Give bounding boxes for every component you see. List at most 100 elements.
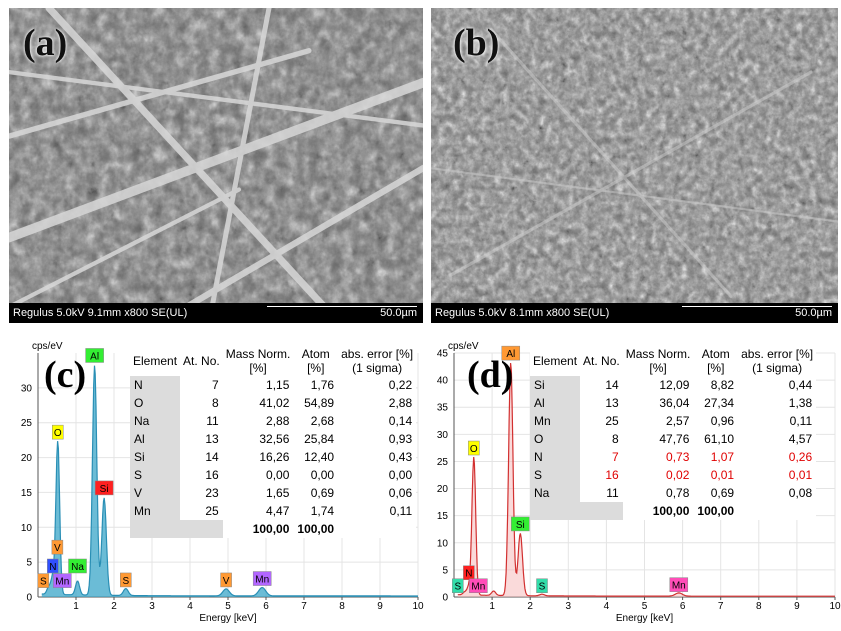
x-tick-label: 7 (301, 601, 307, 612)
sem-info-bar-b: Regulus 5.0kV 8.1mm x800 SE(UL) 50.0µm (431, 303, 838, 323)
peak-label: O (52, 424, 64, 440)
col-at-no: At. No. (180, 346, 223, 376)
table-row: N 7 1,15 1,76 0,22 (130, 376, 416, 394)
y-tick-label: 0 (442, 593, 448, 604)
col-at-no: At. No. (580, 346, 623, 376)
peak-label: V (220, 572, 232, 588)
svg-text:Mn: Mn (672, 581, 686, 592)
svg-text:S: S (122, 576, 129, 587)
col-element: Element (130, 346, 181, 376)
y-tick-label: 35 (437, 403, 449, 414)
sem-image-b: (b) Regulus 5.0kV 8.1mm x800 SE(UL) 50.0… (431, 8, 838, 323)
table-row: S 16 0,00 0,00 0,00 (130, 466, 416, 484)
y-tick-label: 10 (437, 538, 449, 549)
svg-text:S: S (539, 582, 546, 593)
svg-text:Si: Si (516, 520, 525, 531)
col-error: abs. error [%] (1 sigma) (738, 346, 817, 376)
table-row: Mn 25 4,47 1,74 0,11 (130, 502, 416, 520)
y-tick-label: 0 (26, 593, 32, 604)
peak-label: O (468, 440, 480, 456)
y-axis-label: cps/eV (448, 341, 479, 352)
svg-text:Mn: Mn (471, 582, 485, 593)
x-tick-label: 4 (187, 601, 193, 612)
svg-text:Mn: Mn (255, 575, 269, 586)
peak-label: Al (501, 345, 521, 361)
sem-info-bar-a: Regulus 5.0kV 9.1mm x800 SE(UL) 50.0µm (9, 303, 423, 323)
y-axis-label: cps/eV (32, 341, 63, 352)
y-tick-label: 20 (21, 453, 33, 464)
sem-info-a: Regulus 5.0kV 9.1mm x800 SE(UL) (13, 307, 188, 319)
peak-label: Mn (669, 577, 689, 592)
table-header-row: Element At. No. Mass Norm. [%] Atom [%] ab… (130, 346, 417, 376)
table-total-row: 100,00 100,00 (530, 502, 816, 520)
table-row: Si 14 16,26 12,40 0,43 (130, 448, 416, 466)
svg-text:O: O (470, 444, 478, 455)
svg-text:Mn: Mn (55, 577, 69, 588)
table-row: Al 13 36,04 27,34 1,38 (530, 394, 816, 412)
x-tick-label: 10 (412, 601, 424, 612)
table-total-row: 100,00 100,00 (130, 520, 416, 538)
col-mass: Mass Norm. [%] (222, 346, 294, 376)
table-row: V 23 1,65 0,69 0,06 (130, 484, 416, 502)
spectrum-line (457, 362, 835, 597)
x-tick-label: 4 (604, 601, 610, 612)
scale-bar-b (682, 306, 832, 311)
table-row: S 16 0,02 0,01 0,01 (530, 466, 816, 484)
x-tick-label: 9 (377, 601, 383, 612)
svg-text:O: O (54, 428, 62, 439)
y-tick-label: 30 (21, 383, 33, 394)
x-tick-label: 5 (225, 601, 231, 612)
col-mass: Mass Norm. [%] (622, 346, 694, 376)
table-row: Si 14 12,09 8,82 0,44 (530, 376, 816, 394)
peak-label: S (536, 578, 548, 593)
svg-text:Al: Al (506, 349, 515, 360)
x-tick-label: 8 (756, 601, 762, 612)
scale-label-a: 50.0µm (380, 307, 417, 319)
col-error: abs. error [%] (1 sigma) (338, 346, 417, 376)
x-tick-label: 8 (339, 601, 345, 612)
x-tick-label: 10 (829, 601, 841, 612)
y-tick-label: 30 (437, 430, 449, 441)
y-tick-label: 45 (437, 349, 449, 360)
col-atom: Atom [%] (693, 346, 739, 376)
x-tick-label: 6 (680, 601, 686, 612)
table-row: O 8 41,02 54,89 2,88 (130, 394, 416, 412)
svg-text:V: V (54, 543, 61, 554)
spectrum-line (41, 365, 418, 597)
x-tick-label: 2 (111, 601, 117, 612)
peak-label: Mn (252, 571, 272, 586)
y-tick-label: 25 (437, 457, 449, 468)
sem-micrograph-a (9, 8, 423, 323)
x-tick-label: 1 (489, 601, 495, 612)
x-tick-label: 5 (642, 601, 648, 612)
peak-label: S (120, 572, 132, 588)
col-atom: Atom [%] (293, 346, 339, 376)
panel-label-a: (a) (23, 22, 68, 64)
y-tick-label: 25 (21, 418, 33, 429)
x-axis-label: Energy [keV] (199, 613, 256, 624)
peak-label: V (51, 539, 64, 555)
y-tick-label: 5 (442, 565, 448, 576)
scale-label-b: 50.0µm (795, 307, 832, 319)
x-tick-label: 1 (73, 601, 79, 612)
peak-label: N (47, 558, 59, 574)
svg-text:Si: Si (100, 484, 109, 495)
table-row: Na 11 0,78 0,69 0,08 (530, 484, 816, 502)
x-tick-label: 3 (566, 601, 572, 612)
x-tick-label: 6 (263, 601, 269, 612)
panel-label-d: (d) (467, 354, 514, 396)
panel-label-c: (c) (44, 354, 87, 396)
svg-text:Al: Al (90, 351, 99, 362)
sem-image-a: (a) Regulus 5.0kV 9.1mm x800 SE(UL) 50.0… (9, 8, 423, 323)
table-row: O 8 47,76 61,10 4,57 (530, 430, 816, 448)
peak-label: Al (85, 348, 104, 363)
table-header-row: Element At. No. Mass Norm. [%] Atom [%] ab… (530, 346, 817, 376)
peak-label: Si (94, 480, 114, 496)
peak-label: S (452, 578, 464, 593)
y-tick-label: 15 (437, 511, 449, 522)
svg-text:N: N (465, 569, 472, 580)
sem-info-b: Regulus 5.0kV 8.1mm x800 SE(UL) (435, 307, 610, 319)
scale-bar-a (267, 306, 417, 311)
y-tick-label: 20 (437, 484, 449, 495)
peak-label: Mn (53, 573, 72, 588)
